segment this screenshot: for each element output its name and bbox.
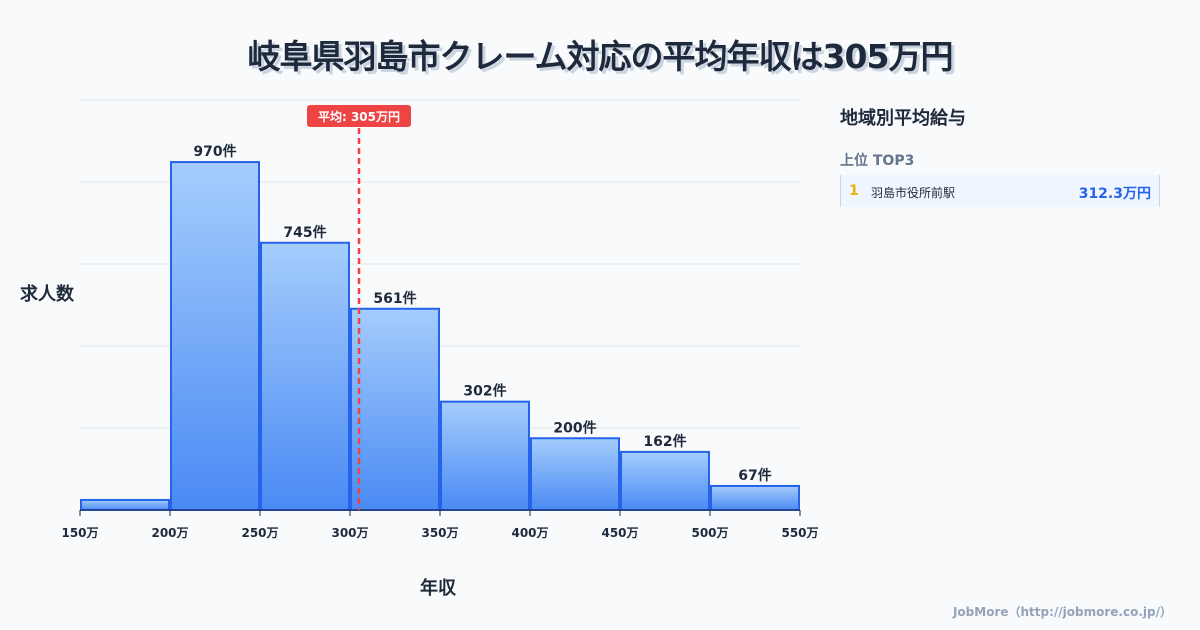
footer-credit: JobMore（http://jobmore.co.jp/） bbox=[952, 605, 1172, 619]
x-tick-label: 250万 bbox=[241, 526, 278, 540]
average-badge bbox=[307, 105, 411, 127]
rank-number: 1 bbox=[849, 183, 859, 199]
bar-data-label: 561件 bbox=[373, 290, 416, 307]
x-tick-label: 500万 bbox=[691, 526, 728, 540]
x-tick-label: 300万 bbox=[331, 526, 368, 540]
histogram-chart: 970件 745件 561件 302件 200件 162件 67件 150万 200万 250万 3… bbox=[61, 99, 819, 540]
regional-salary-title: 地域別平均給与 bbox=[840, 108, 966, 129]
bar-data-label: 67件 bbox=[738, 467, 771, 484]
histogram-bar bbox=[620, 450, 710, 512]
x-tick-label: 450万 bbox=[601, 526, 638, 540]
histogram-bar bbox=[440, 400, 530, 512]
average-label: 平均: 305万円 bbox=[318, 109, 400, 124]
histogram-bar bbox=[170, 161, 260, 511]
chart-title: 岐阜県羽島市クレーム対応の平均年収は305万円 bbox=[247, 37, 954, 76]
histogram-bar bbox=[350, 307, 440, 512]
bar-data-label: 200件 bbox=[553, 419, 596, 436]
ranking-item: 1 羽島市役所前駅 312.3万円 bbox=[840, 175, 1160, 207]
x-tick-label: 200万 bbox=[151, 526, 188, 540]
average-salary: 312.3万円 bbox=[1078, 186, 1151, 202]
histogram-bar bbox=[530, 437, 620, 512]
bar-data-label: 970件 bbox=[193, 143, 236, 160]
bar-data-label: 162件 bbox=[643, 433, 686, 450]
x-axis-label: 年収 bbox=[420, 578, 456, 599]
x-tick-label: 400万 bbox=[511, 526, 548, 540]
histogram-bar bbox=[710, 484, 800, 512]
x-tick-label: 550万 bbox=[781, 526, 818, 540]
bar-data-label: 302件 bbox=[463, 383, 506, 400]
y-axis-label: 求人数 bbox=[20, 284, 74, 305]
top3-subtitle: 上位 TOP3 bbox=[840, 153, 915, 169]
x-tick-label: 350万 bbox=[421, 526, 458, 540]
bar-data-label: 745件 bbox=[283, 224, 326, 241]
station-name: 羽島市役所前駅 bbox=[871, 186, 956, 200]
x-tick-label: 150万 bbox=[61, 526, 98, 540]
histogram-bar bbox=[260, 241, 350, 511]
histogram-bar bbox=[80, 498, 170, 512]
